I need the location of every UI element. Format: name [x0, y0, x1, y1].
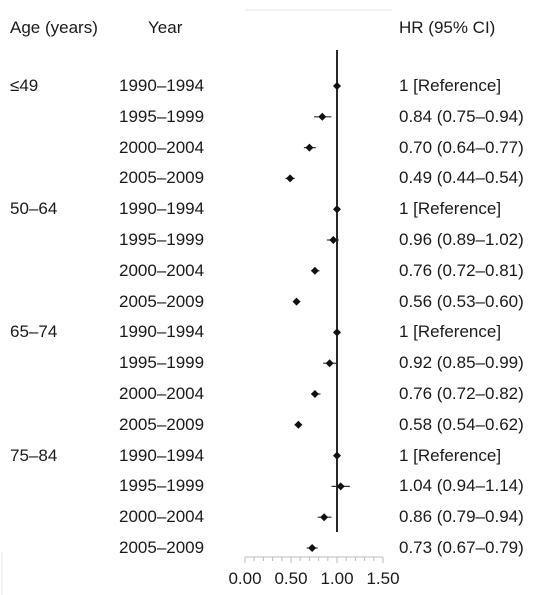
- age-group-label: 65–74: [10, 322, 58, 342]
- hr-value-label: 0.58 (0.54–0.62): [399, 414, 524, 434]
- year-label: 1990–1994: [119, 322, 205, 342]
- year-label: 2005–2009: [119, 538, 205, 557]
- x-tick-label: 1.50: [366, 569, 399, 588]
- hr-point-marker: [305, 143, 314, 152]
- hr-point-marker: [286, 174, 295, 183]
- header-hr: HR (95% CI): [399, 18, 496, 37]
- year-label: 1990–1994: [119, 76, 205, 95]
- year-label: 2000–2004: [119, 260, 205, 280]
- hr-point-marker: [308, 544, 317, 552]
- year-label: 1995–1999: [119, 106, 205, 126]
- hr-value-label: 0.76 (0.72–0.82): [399, 384, 524, 403]
- age-group-label: 75–84: [10, 445, 58, 465]
- year-label: 2000–2004: [119, 384, 205, 403]
- hr-point-marker: [333, 82, 341, 90]
- header-year: Year: [148, 18, 183, 37]
- hr-value-label: 0.70 (0.64–0.77): [399, 137, 524, 157]
- year-label: 1995–1999: [119, 476, 205, 496]
- x-tick-label: 0.00: [228, 569, 261, 588]
- year-label: 1995–1999: [119, 230, 205, 249]
- year-label: 2005–2009: [119, 168, 205, 188]
- hr-value-label: 1 [Reference]: [399, 199, 502, 219]
- hr-point-marker: [320, 513, 329, 522]
- hr-value-label: 0.84 (0.75–0.94): [399, 106, 524, 126]
- hr-point-marker: [336, 482, 345, 491]
- year-label: 2005–2009: [119, 291, 205, 311]
- year-label: 1990–1994: [119, 199, 205, 219]
- hr-point-marker: [333, 328, 341, 337]
- hr-point-marker: [310, 390, 319, 398]
- hr-point-marker: [294, 420, 303, 429]
- hr-value-label: 0.92 (0.85–0.99): [399, 353, 524, 373]
- year-label: 1995–1999: [119, 353, 205, 373]
- x-tick-label: 0.50: [274, 569, 307, 588]
- hr-value-label: 1.04 (0.94–1.14): [399, 476, 524, 496]
- hr-value-label: 1 [Reference]: [399, 445, 502, 465]
- hr-point-marker: [310, 266, 319, 275]
- hr-value-label: 1 [Reference]: [399, 76, 502, 95]
- year-label: 2000–2004: [119, 137, 205, 157]
- age-group-label: 50–64: [10, 199, 58, 219]
- hr-point-marker: [333, 205, 341, 214]
- x-tick-label: 1.00: [320, 569, 353, 588]
- hr-value-label: 0.73 (0.67–0.79): [399, 538, 524, 557]
- hr-value-label: 0.56 (0.53–0.60): [399, 291, 524, 311]
- hr-value-label: 0.96 (0.89–1.02): [399, 230, 524, 249]
- hr-value-label: 1 [Reference]: [399, 322, 502, 342]
- year-label: 1990–1994: [119, 445, 205, 465]
- hr-point-marker: [329, 236, 338, 244]
- hr-point-marker: [325, 359, 334, 368]
- header-age: Age (years): [10, 18, 98, 37]
- hr-point-marker: [318, 112, 327, 121]
- hr-value-label: 0.49 (0.44–0.54): [399, 168, 524, 188]
- age-group-label: ≤49: [10, 76, 39, 95]
- year-label: 2000–2004: [119, 507, 205, 527]
- hr-value-label: 0.86 (0.79–0.94): [399, 507, 524, 527]
- year-label: 2005–2009: [119, 414, 205, 434]
- hr-point-marker: [333, 451, 341, 460]
- hr-value-label: 0.76 (0.72–0.81): [399, 260, 524, 280]
- hr-point-marker: [292, 297, 301, 306]
